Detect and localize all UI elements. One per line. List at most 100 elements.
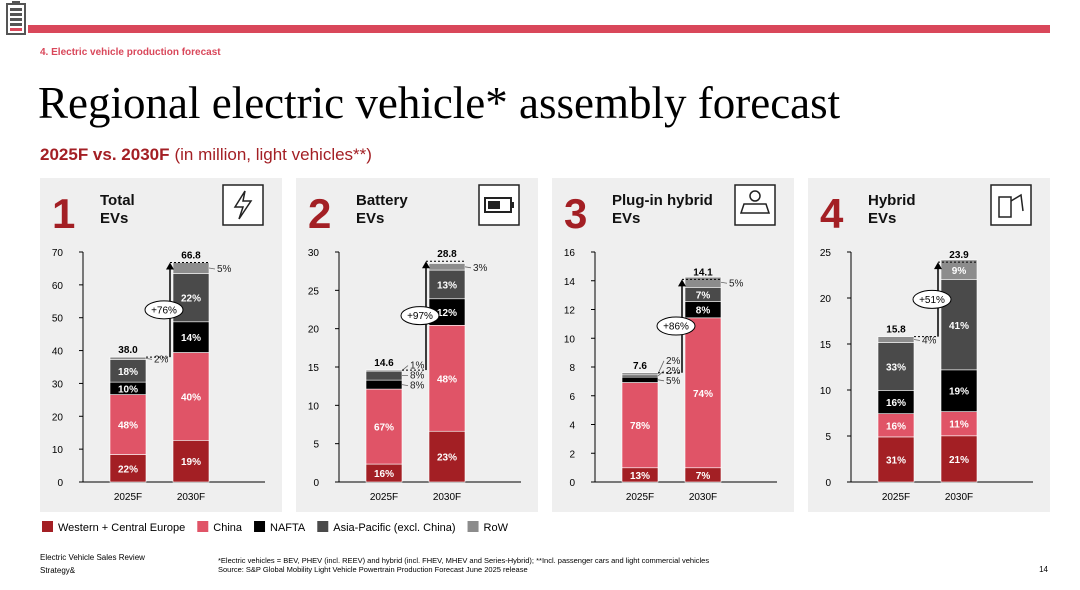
value-label: 74% — [693, 389, 713, 400]
panel-title: EVs — [356, 210, 384, 227]
value-label: 7% — [696, 290, 711, 301]
value-label: 18% — [118, 367, 138, 378]
total-label: 28.8 — [437, 249, 457, 260]
value-label: 5% — [729, 278, 744, 289]
subtitle-unit: (in million, light vehicles**) — [174, 145, 371, 164]
x-tick-label: 2025F — [882, 492, 910, 503]
y-tick-label: 10 — [52, 445, 64, 456]
total-label: 38.0 — [118, 345, 138, 356]
page-number: 14 — [1039, 565, 1048, 574]
subtitle: 2025F vs. 2030F (in million, light vehicl… — [40, 145, 372, 164]
slide-title: Regional electric vehicle* assembly fore… — [38, 78, 841, 128]
x-tick-label: 2025F — [626, 492, 654, 503]
panel-number: 4 — [820, 190, 844, 237]
y-tick-label: 30 — [52, 379, 64, 390]
legend-label: RoW — [484, 522, 509, 534]
value-label: 19% — [181, 457, 201, 468]
y-tick-label: 0 — [825, 478, 831, 489]
value-label: 9% — [952, 266, 967, 277]
y-tick-label: 0 — [569, 478, 575, 489]
footer-note: *Electric vehicles = BEV, PHEV (incl. RE… — [218, 556, 709, 565]
y-tick-label: 20 — [52, 412, 64, 423]
icon-glyph — [511, 202, 514, 208]
panel-number: 1 — [52, 190, 75, 237]
bar-segment — [366, 371, 402, 380]
value-label: 22% — [118, 464, 138, 475]
total-label: 14.6 — [374, 358, 394, 369]
y-tick-label: 60 — [52, 281, 64, 292]
bar-segment — [685, 277, 721, 287]
value-label: 8% — [410, 371, 425, 382]
value-label: 8% — [410, 381, 425, 392]
total-label: 14.1 — [693, 267, 713, 278]
y-tick-label: 20 — [308, 325, 320, 336]
y-tick-label: 8 — [569, 363, 575, 374]
y-tick-label: 10 — [820, 386, 832, 397]
y-tick-label: 40 — [52, 347, 64, 358]
value-label: 2% — [666, 366, 681, 377]
legend-label: NAFTA — [270, 522, 306, 534]
panel-title: Total — [100, 192, 135, 209]
y-tick-label: 5 — [825, 432, 831, 443]
panel-icon — [479, 185, 519, 225]
value-label: 5% — [217, 264, 232, 275]
value-label: 16% — [374, 469, 394, 480]
y-tick-label: 5 — [313, 440, 319, 451]
footer-source: Electric Vehicle Sales Review — [40, 553, 145, 562]
y-tick-label: 15 — [820, 340, 832, 351]
bar-segment — [110, 357, 146, 359]
y-tick-label: 2 — [569, 449, 575, 460]
legend-swatch — [317, 521, 328, 532]
y-tick-label: 6 — [569, 392, 575, 403]
legend-swatch — [254, 521, 265, 532]
value-label: 8% — [696, 306, 711, 317]
value-label: 2% — [666, 356, 681, 367]
y-tick-label: 10 — [564, 334, 576, 345]
x-tick-label: 2025F — [370, 492, 398, 503]
legend-label: Asia-Pacific (excl. China) — [333, 522, 455, 534]
value-label: 21% — [949, 455, 969, 466]
panel-title: Hybrid — [868, 192, 916, 209]
icon-glyph — [488, 201, 500, 209]
growth-label: +86% — [663, 322, 689, 333]
panel-icon — [223, 185, 263, 225]
panel-title: EVs — [100, 210, 128, 227]
x-tick-label: 2025F — [114, 492, 142, 503]
value-label: 16% — [886, 421, 906, 432]
legend-swatch — [197, 521, 208, 532]
value-label: 22% — [181, 294, 201, 305]
x-tick-label: 2030F — [177, 492, 205, 503]
y-tick-label: 25 — [820, 248, 832, 259]
y-tick-label: 15 — [308, 363, 320, 374]
value-label: 48% — [118, 421, 138, 432]
growth-label: +76% — [151, 305, 177, 316]
y-tick-label: 30 — [308, 248, 320, 259]
panel-background — [40, 178, 282, 512]
value-label: 14% — [181, 333, 201, 344]
value-label: 2% — [154, 354, 169, 365]
bar-segment — [173, 263, 209, 274]
total-label: 7.6 — [633, 361, 647, 372]
y-tick-label: 14 — [564, 277, 576, 288]
value-label: 41% — [949, 321, 969, 332]
total-label: 66.8 — [181, 251, 201, 262]
footer-note: Source: S&P Global Mobility Light Vehicl… — [218, 565, 528, 574]
value-label: 10% — [118, 384, 138, 395]
value-label: 48% — [437, 374, 457, 385]
growth-label: +97% — [407, 311, 433, 322]
value-label: 78% — [630, 421, 650, 432]
legend-label: China — [213, 522, 243, 534]
total-label: 15.8 — [886, 325, 906, 336]
panel-title: EVs — [612, 210, 640, 227]
value-label: 13% — [630, 471, 650, 482]
bar-segment — [429, 264, 465, 271]
value-label: 19% — [949, 387, 969, 398]
section-label: 4. Electric vehicle production forecast — [40, 47, 221, 58]
subtitle-bold: 2025F vs. 2030F — [40, 145, 169, 164]
bar-segment — [366, 370, 402, 371]
